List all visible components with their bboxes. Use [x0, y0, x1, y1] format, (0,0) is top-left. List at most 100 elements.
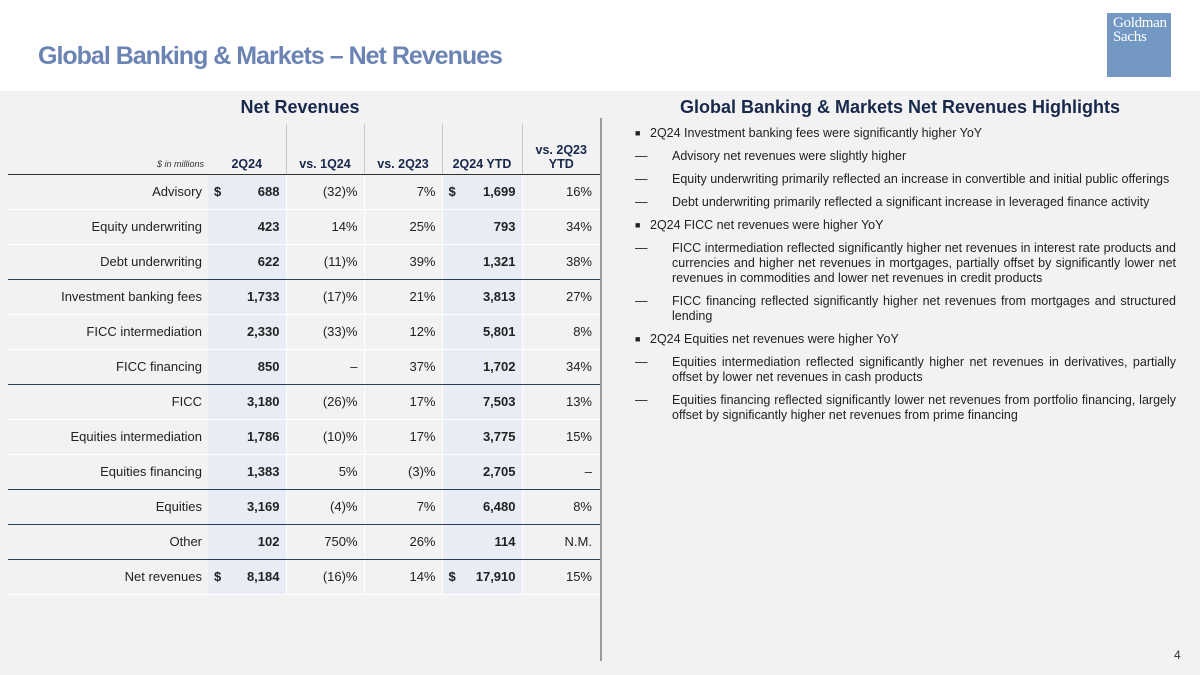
row-label: Investment banking fees — [8, 279, 208, 315]
value-2q24-ytd: 2,705 — [442, 454, 523, 490]
highlight-bullet-item: ■ 2Q24 FICC net revenues were higher YoY — [635, 218, 1176, 233]
value-2q24: 3,169 — [208, 489, 287, 525]
value-text: 114 — [494, 534, 516, 549]
row-label: Equities intermediation — [8, 419, 208, 455]
value-vs-1q24: (10)% — [286, 419, 365, 455]
value-2q24: 1,733 — [208, 279, 287, 315]
highlight-text: Equities financing reflected significant… — [672, 393, 1176, 422]
table-row: Equities 3,169 (4)% 7% 6,480 8% — [8, 489, 600, 525]
table-row: Debt underwriting 622 (11)% 39% 1,321 38% — [8, 244, 600, 280]
value-2q24: 1,786 — [208, 419, 287, 455]
row-label: Net revenues — [8, 559, 208, 595]
value-2q24: 1,383 — [208, 454, 287, 490]
value-text: 793 — [493, 219, 516, 234]
value-text: 3,775 — [482, 429, 516, 444]
value-vs-1q24: (32)% — [286, 174, 365, 210]
dash-bullet-icon: — — [635, 195, 648, 209]
page-number: 4 — [1174, 648, 1181, 662]
value-vs-2q23-ytd: 15% — [522, 419, 600, 455]
currency-symbol: $ — [448, 184, 456, 199]
value-text: 2,705 — [482, 464, 516, 479]
value-2q24-ytd: 1,702 — [442, 349, 523, 385]
table-row: Equity underwriting 423 14% 25% 793 34% — [8, 209, 600, 245]
table-row: Advisory $688 (32)% 7% $1,699 16% — [8, 174, 600, 210]
value-vs-2q23-ytd: 13% — [522, 384, 600, 420]
value-2q24: 850 — [208, 349, 287, 385]
value-2q24: $8,184 — [208, 559, 287, 595]
value-vs-2q23: 39% — [364, 244, 443, 280]
table-row: Net revenues $8,184 (16)% 14% $17,910 15% — [8, 559, 600, 595]
value-text: 1,733 — [246, 289, 280, 304]
square-bullet-icon: ■ — [635, 334, 641, 344]
highlight-sub-item: — Equity underwriting primarily reflected… — [635, 172, 1176, 187]
highlight-sub-item: — Equities intermediation reflected signi… — [635, 355, 1176, 385]
row-label: Advisory — [8, 174, 208, 210]
table-row: FICC intermediation 2,330 (33)% 12% 5,801 8% — [8, 314, 600, 350]
currency-symbol: $ — [214, 569, 222, 584]
highlight-text: Debt underwriting primarily reflected a … — [672, 195, 1150, 209]
value-2q24: 622 — [208, 244, 287, 280]
highlight-text: 2Q24 Investment banking fees were signif… — [650, 126, 983, 140]
highlight-text: Equities intermediation reflected signif… — [672, 355, 1176, 384]
value-vs-2q23: 17% — [364, 384, 443, 420]
currency-symbol: $ — [448, 569, 456, 584]
row-label: Equities — [8, 489, 208, 525]
value-vs-1q24: (16)% — [286, 559, 365, 595]
value-vs-2q23-ytd: 34% — [522, 209, 600, 245]
value-2q24-ytd: 7,503 — [442, 384, 523, 420]
value-2q24-ytd: 1,321 — [442, 244, 523, 280]
dash-bullet-icon: — — [635, 172, 648, 186]
value-vs-1q24: (17)% — [286, 279, 365, 315]
value-2q24: 2,330 — [208, 314, 287, 350]
value-text: 3,169 — [246, 499, 280, 514]
highlight-sub-item: — Debt underwriting primarily reflected a… — [635, 195, 1176, 210]
value-2q24-ytd: 793 — [442, 209, 523, 245]
value-vs-2q23-ytd: N.M. — [522, 524, 600, 560]
value-text: 3,180 — [246, 394, 280, 409]
dash-bullet-icon: — — [635, 294, 648, 308]
dash-bullet-icon: — — [635, 355, 648, 369]
table-row: FICC financing 850–37% 1,702 34% — [8, 349, 600, 385]
table-header-row: $ in millions 2Q24 vs. 1Q24 vs. 2Q23 2Q2… — [8, 124, 600, 175]
highlight-bullet-item: ■ 2Q24 Equities net revenues were higher … — [635, 332, 1176, 347]
value-vs-2q23: 14% — [364, 559, 443, 595]
value-2q24: 423 — [208, 209, 287, 245]
currency-symbol: $ — [214, 184, 222, 199]
value-2q24: 3,180 — [208, 384, 287, 420]
value-2q24: 102 — [208, 524, 287, 560]
value-vs-2q23: 21% — [364, 279, 443, 315]
square-bullet-icon: ■ — [635, 128, 641, 138]
panel-divider — [600, 118, 602, 661]
column-header: 2Q24 YTD — [441, 124, 522, 175]
table-row: Equities financing 1,383 5% (3)% 2,705– — [8, 454, 600, 490]
page-title: Global Banking & Markets – Net Revenues — [38, 42, 503, 70]
value-text: 2,330 — [246, 324, 280, 339]
value-vs-2q23: 26% — [364, 524, 443, 560]
value-text: 3,813 — [482, 289, 516, 304]
value-text: 1,383 — [246, 464, 280, 479]
value-vs-2q23: 7% — [364, 174, 443, 210]
table-row: Investment banking fees 1,733 (17)% 21% 3,81… — [8, 279, 600, 315]
column-header: vs. 2Q23 YTD — [521, 124, 600, 175]
value-vs-1q24: (33)% — [286, 314, 365, 350]
row-label: Debt underwriting — [8, 244, 208, 280]
row-label: FICC intermediation — [8, 314, 208, 350]
value-vs-2q23-ytd: 34% — [522, 349, 600, 385]
value-vs-1q24: 14% — [286, 209, 365, 245]
value-text: 102 — [257, 534, 280, 549]
dash-bullet-icon: — — [635, 393, 648, 407]
value-vs-2q23-ytd: – — [522, 454, 600, 490]
value-vs-2q23: 7% — [364, 489, 443, 525]
highlights-title: Global Banking & Markets Net Revenues Hi… — [679, 97, 1121, 117]
highlight-sub-item: — FICC intermediation reflected significa… — [635, 241, 1176, 286]
value-vs-2q23: 17% — [364, 419, 443, 455]
value-vs-2q23-ytd: 16% — [522, 174, 600, 210]
row-label: Equity underwriting — [8, 209, 208, 245]
value-vs-1q24: 5% — [286, 454, 365, 490]
value-vs-2q23-ytd: 8% — [522, 489, 600, 525]
value-text: 6,480 — [482, 499, 516, 514]
highlight-sub-item: — Equities financing reflected significan… — [635, 393, 1176, 423]
value-text: 1,702 — [482, 359, 516, 374]
row-label: Equities financing — [8, 454, 208, 490]
highlight-text: FICC financing reflected significantly h… — [672, 294, 1176, 323]
